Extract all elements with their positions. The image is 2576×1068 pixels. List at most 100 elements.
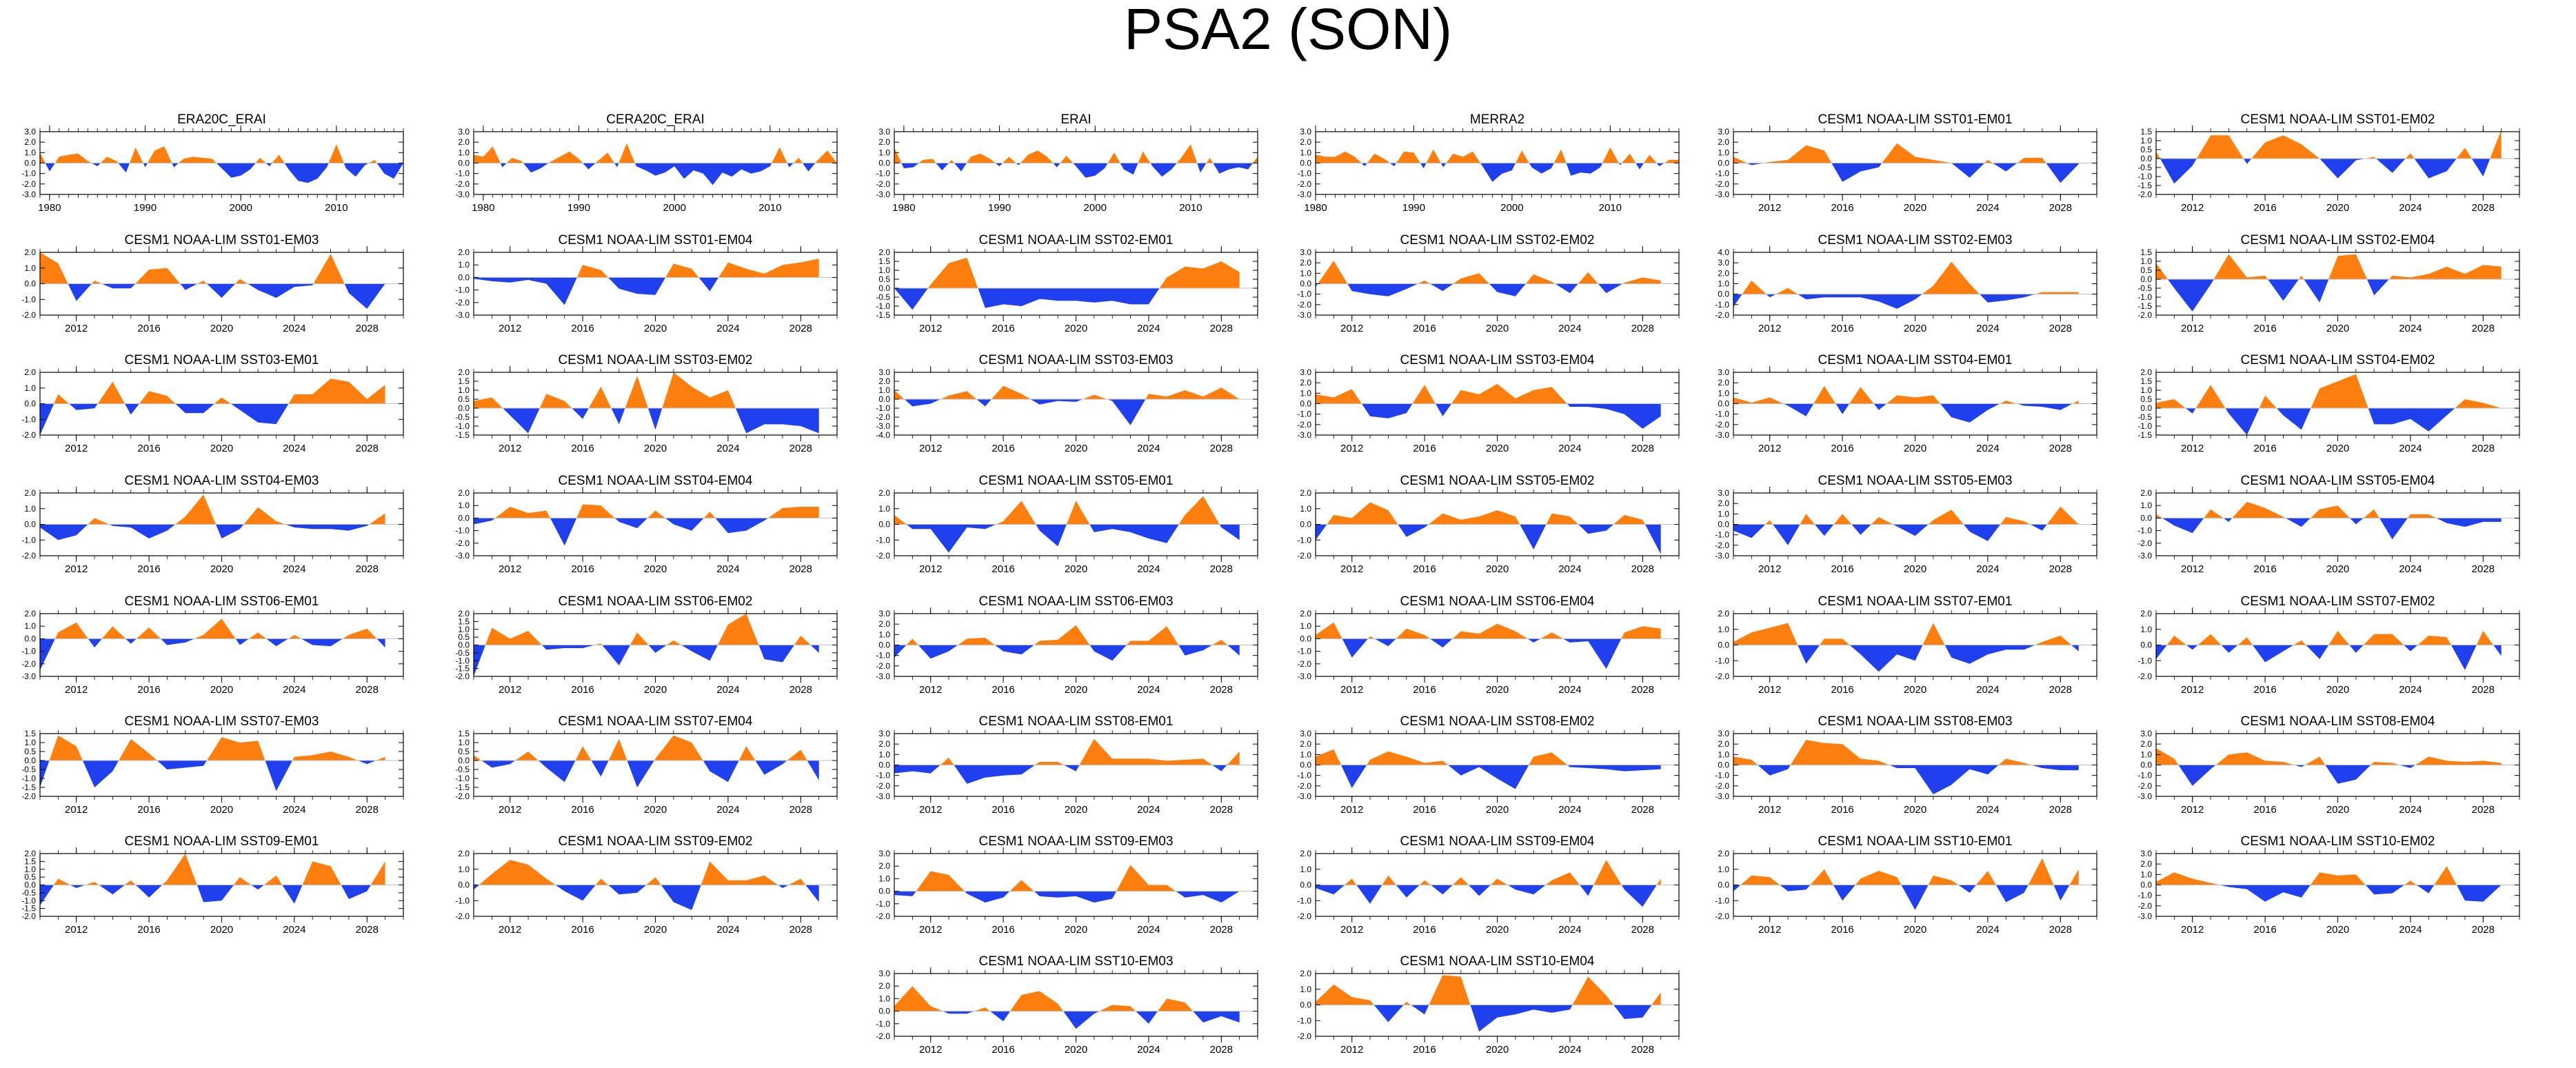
x-tick-label: 2024 <box>283 443 305 454</box>
panel-title: CESM1 NOAA-LIM SST10-EM03 <box>979 954 1174 969</box>
y-tick-label: 3.0 <box>1300 248 1311 257</box>
y-tick-label: -1.5 <box>455 664 470 674</box>
y-tick-label: 1.0 <box>1718 148 1729 157</box>
y-tick-label: 2.0 <box>24 609 36 618</box>
positive-anomaly-area <box>474 504 819 518</box>
x-tick-label: 2010 <box>1599 202 1622 214</box>
negative-anomaly-area <box>894 645 1240 661</box>
negative-anomaly-area <box>1733 645 2079 672</box>
x-tick-label: 2028 <box>1210 563 1233 575</box>
x-tick-label: 2024 <box>1558 563 1581 575</box>
positive-anomaly-area <box>894 738 1240 765</box>
y-tick-label: 1.0 <box>1718 388 1729 398</box>
x-tick-label: 2024 <box>716 684 739 696</box>
y-tick-label: 1.0 <box>878 265 890 275</box>
x-tick-label: 2024 <box>2399 684 2422 696</box>
y-tick-label: 0.0 <box>1300 159 1311 168</box>
y-tick-label: 1.0 <box>1718 509 1729 518</box>
positive-anomaly-area <box>1316 622 1661 639</box>
y-tick-label: -2.0 <box>1297 551 1311 561</box>
y-tick-label: 2.0 <box>878 137 890 147</box>
y-tick-label: -3.0 <box>1715 190 1729 199</box>
y-tick-label: 1.0 <box>1300 865 1311 874</box>
y-tick-label: -2.0 <box>2137 901 2152 911</box>
chart-panel: CESM1 NOAA-LIM SST01-EM04 2.0 1.0 0.0 -1.0 -2… <box>455 233 838 334</box>
y-tick-label: -1.0 <box>876 651 890 661</box>
x-tick-label: 2020 <box>1904 684 1926 696</box>
positive-anomaly-area <box>894 385 1240 399</box>
x-tick-label: 1980 <box>38 202 61 214</box>
y-tick-label: 2.0 <box>1300 849 1311 858</box>
y-tick-label: 0.0 <box>878 520 890 530</box>
panel-title: CESM1 NOAA-LIM SST07-EM03 <box>125 714 319 729</box>
x-tick-label: 2010 <box>758 202 781 214</box>
x-tick-label: 2012 <box>1340 924 1363 936</box>
panel-title: CERA20C_ERAI <box>606 112 705 127</box>
x-tick-label: 2016 <box>137 684 160 696</box>
y-tick-label: -0.5 <box>21 765 36 774</box>
y-tick-label: -1.0 <box>1297 1016 1311 1025</box>
x-tick-label: 2024 <box>283 684 305 696</box>
y-tick-label: -0.5 <box>455 412 470 422</box>
x-tick-label: 2016 <box>2253 443 2276 454</box>
y-tick-label: -2.0 <box>1715 310 1729 320</box>
chart-panel: CESM1 NOAA-LIM SST09-EM01 2.01.51.00.50.0… <box>21 834 404 936</box>
y-tick-label: -2.0 <box>21 792 36 801</box>
x-tick-label: 2016 <box>992 804 1014 816</box>
x-tick-label: 2020 <box>2326 804 2349 816</box>
negative-anomaly-area <box>40 283 385 309</box>
panel-title: CESM1 NOAA-LIM SST05-EM03 <box>1818 474 2013 488</box>
y-tick-label: -2.0 <box>455 792 470 801</box>
x-tick-label: 2012 <box>1340 563 1363 575</box>
x-tick-label: 2024 <box>1137 323 1160 334</box>
y-tick-label: 0.0 <box>458 403 470 413</box>
y-tick-label: 1.0 <box>878 629 890 639</box>
negative-anomaly-area <box>1316 163 1679 182</box>
y-tick-label: -3.0 <box>876 421 890 431</box>
chart-panel: CESM1 NOAA-LIM SST03-EM03 3.02.01.00.0-1.… <box>876 353 1258 454</box>
y-tick-label: -2.0 <box>21 551 36 561</box>
x-tick-label: 2020 <box>210 443 233 454</box>
x-tick-label: 2028 <box>356 563 379 575</box>
panel-title: CESM1 NOAA-LIM SST08-EM02 <box>1400 714 1595 729</box>
y-tick-label: 1.0 <box>2140 625 2152 634</box>
panel-title: CESM1 NOAA-LIM SST04-EM02 <box>2241 353 2435 367</box>
x-tick-label: 2016 <box>1831 684 1853 696</box>
x-tick-label: 2016 <box>1831 323 1853 334</box>
y-tick-label: -3.0 <box>1715 792 1729 801</box>
panel-title: CESM1 NOAA-LIM SST09-EM02 <box>559 834 753 849</box>
y-tick-label: -1.0 <box>455 656 470 665</box>
x-tick-label: 2016 <box>992 323 1014 334</box>
y-tick-label: -1.0 <box>455 896 470 905</box>
x-tick-label: 2028 <box>1631 1044 1654 1056</box>
negative-anomaly-area <box>474 760 819 787</box>
y-tick-label: 2.0 <box>878 619 890 629</box>
x-tick-label: 2016 <box>1831 443 1853 454</box>
x-tick-label: 2016 <box>137 804 160 816</box>
x-tick-label: 2012 <box>499 684 521 696</box>
y-tick-label: 2.0 <box>878 376 890 386</box>
chart-panel: CESM1 NOAA-LIM SST10-EM02 3.02.01.00.0-1.… <box>2137 834 2520 936</box>
y-tick-label: 1.5 <box>24 729 36 738</box>
negative-anomaly-area <box>474 645 819 676</box>
chart-panel: CESM1 NOAA-LIM SST10-EM04 2.0 1.0 0.0 -1.0 -2… <box>1297 954 1680 1056</box>
x-tick-label: 2024 <box>2399 202 2422 214</box>
negative-anomaly-area <box>1316 1005 1661 1032</box>
y-tick-label: -2.0 <box>2137 190 2152 199</box>
panel-title: CESM1 NOAA-LIM SST01-EM03 <box>125 233 319 248</box>
y-tick-label: -3.0 <box>21 672 36 681</box>
x-tick-label: 2020 <box>2326 684 2349 696</box>
panel-title: ERA20C_ERAI <box>177 112 266 127</box>
y-tick-label: 1.0 <box>458 865 470 874</box>
x-tick-label: 2016 <box>137 323 160 334</box>
x-tick-label: 2020 <box>2326 323 2349 334</box>
positive-anomaly-area <box>2156 866 2502 885</box>
x-tick-label: 2028 <box>1631 563 1654 575</box>
x-tick-label: 2016 <box>2253 924 2276 936</box>
chart-panel: CESM1 NOAA-LIM SST04-EM01 3.02.01.00.0-1.… <box>1715 353 2097 454</box>
y-tick-label: 2.0 <box>24 137 36 147</box>
chart-panel: CESM1 NOAA-LIM SST01-EM03 2.0 1.0 0.0 -1.0 -2… <box>21 233 404 334</box>
y-tick-label: -1.5 <box>2137 301 2152 311</box>
x-tick-label: 2020 <box>210 684 233 696</box>
